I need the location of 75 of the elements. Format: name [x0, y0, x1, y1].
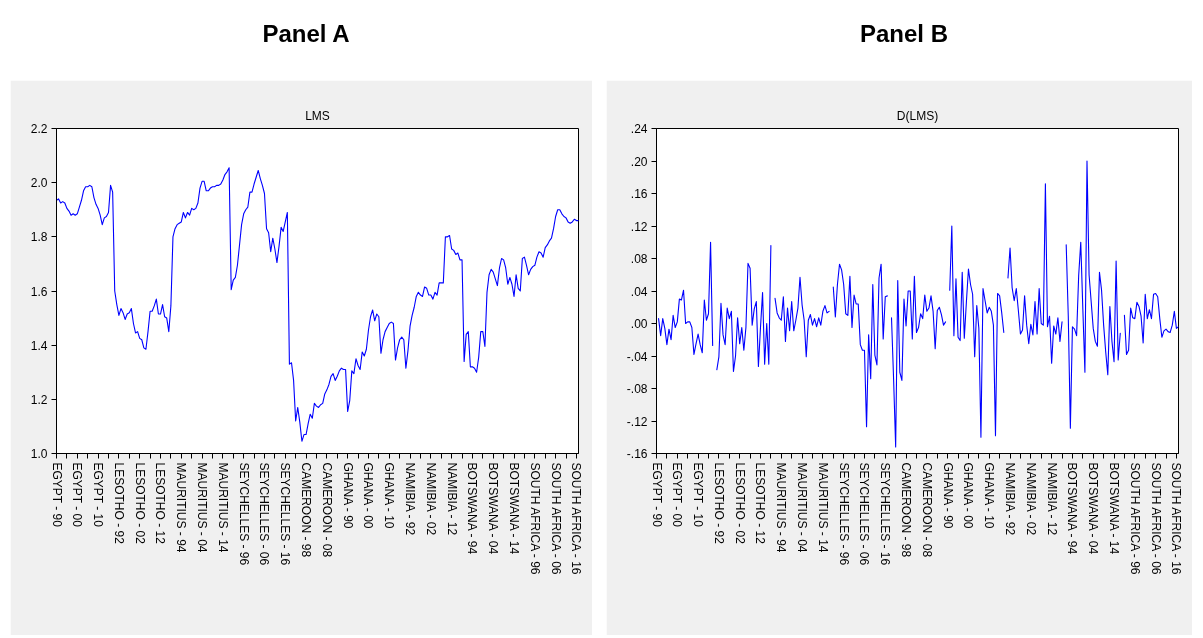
- y-tick-label: 1.4: [30, 338, 48, 353]
- x-tick-label: MAURITIUS - 04: [195, 462, 210, 553]
- x-tick-label: NAMIBIA - 12: [1044, 462, 1059, 536]
- x-tick-label: GHANA - 10: [382, 462, 397, 529]
- x-tick-label: MAURITIUS - 94: [174, 462, 189, 553]
- x-tick-label: BOTSWANA - 94: [465, 462, 480, 555]
- x-tick-label: SEYCHELLES - 16: [278, 462, 293, 566]
- y-tick-label: -.04: [626, 349, 648, 364]
- x-tick-label: GHANA - 10: [982, 462, 997, 529]
- x-tick-label: BOTSWANA - 14: [1107, 462, 1122, 555]
- y-tick-label: 2.0: [30, 176, 48, 191]
- x-tick-label: NAMIBIA - 92: [403, 462, 418, 536]
- x-tick-label: LESOTHO - 92: [111, 462, 126, 545]
- y-tick-label: .24: [630, 122, 648, 136]
- y-tick-label: 1.0: [30, 447, 48, 461]
- y-tick-label: .00: [630, 317, 648, 331]
- y-tick-label: .04: [630, 284, 648, 299]
- x-tick-label: CAMEROON - 98: [299, 462, 314, 558]
- x-tick-label: MAURITIUS - 94: [774, 462, 789, 553]
- x-tick-label: CAMEROON - 08: [919, 462, 934, 558]
- y-tick-label: .12: [630, 219, 648, 234]
- x-tick-label: GHANA - 00: [361, 462, 376, 529]
- x-tick-label: EGYPT - 90: [49, 462, 64, 528]
- x-tick-label: EGYPT - 00: [670, 462, 685, 528]
- y-tick-label: 1.6: [30, 284, 48, 299]
- x-tick-label: SOUTH AFRICA - 06: [1148, 462, 1163, 575]
- chart-subtitle: LMS: [305, 108, 330, 123]
- x-tick-label: NAMIBIA - 12: [444, 462, 459, 536]
- x-tick-label: LESOTHO - 12: [753, 462, 768, 545]
- x-tick-label: SEYCHELLES - 96: [836, 462, 851, 566]
- y-tick-label: -.16: [626, 447, 648, 461]
- x-tick-label: SEYCHELLES - 16: [878, 462, 893, 566]
- x-tick-label: LESOTHO - 12: [153, 462, 168, 545]
- y-tick-label: -.12: [626, 414, 648, 429]
- x-tick-label: LESOTHO - 02: [132, 462, 147, 545]
- y-tick-label: 2.2: [30, 122, 48, 136]
- x-tick-label: SOUTH AFRICA - 06: [548, 462, 563, 575]
- x-tick-label: BOTSWANA - 14: [507, 462, 522, 555]
- x-tick-label: MAURITIUS - 04: [795, 462, 810, 553]
- x-tick-label: MAURITIUS - 14: [815, 462, 830, 553]
- x-tick-label: BOTSWANA - 04: [1086, 462, 1101, 555]
- x-tick-label: NAMIBIA - 02: [1023, 462, 1038, 536]
- line-series: [56, 167, 579, 442]
- x-tick-label: SOUTH AFRICA - 16: [1169, 462, 1184, 575]
- chart-title: Panel A: [262, 19, 350, 49]
- x-tick-label: BOTSWANA - 94: [1065, 462, 1080, 555]
- x-tick-label: EGYPT - 00: [70, 462, 85, 528]
- x-tick-label: GHANA - 90: [940, 462, 955, 529]
- x-tick-label: CAMEROON - 08: [319, 462, 334, 558]
- x-tick-label: EGYPT - 10: [691, 462, 706, 528]
- x-tick-label: BOTSWANA - 04: [486, 462, 501, 555]
- x-tick-label: GHANA - 90: [340, 462, 355, 529]
- x-tick-label: MAURITIUS - 14: [215, 462, 230, 553]
- x-tick-label: NAMIBIA - 92: [1003, 462, 1018, 536]
- y-tick-label: 1.2: [30, 392, 48, 407]
- x-tick-label: GHANA - 00: [961, 462, 976, 529]
- x-tick-label: SEYCHELLES - 06: [257, 462, 272, 566]
- y-tick-label: 1.8: [30, 230, 48, 245]
- x-tick-label: EGYPT - 90: [649, 462, 664, 528]
- x-tick-label: NAMIBIA - 02: [423, 462, 438, 536]
- x-tick-label: SOUTH AFRICA - 96: [527, 462, 542, 575]
- x-tick-label: SEYCHELLES - 96: [236, 462, 251, 566]
- x-tick-label: EGYPT - 10: [91, 462, 106, 528]
- y-tick-label: .16: [630, 187, 648, 201]
- x-tick-label: CAMEROON - 98: [899, 462, 914, 558]
- x-tick-label: SOUTH AFRICA - 96: [1127, 462, 1142, 575]
- y-tick-label: .08: [630, 252, 648, 266]
- x-tick-label: LESOTHO - 02: [732, 462, 747, 545]
- x-tick-label: SEYCHELLES - 06: [857, 462, 872, 566]
- y-tick-label: -.08: [626, 382, 648, 396]
- chart-title: Panel B: [859, 19, 949, 49]
- chart-subtitle: D(LMS): [896, 108, 939, 123]
- y-tick-label: .20: [630, 154, 648, 169]
- x-tick-label: SOUTH AFRICA - 16: [569, 462, 584, 575]
- x-tick-label: LESOTHO - 92: [711, 462, 726, 545]
